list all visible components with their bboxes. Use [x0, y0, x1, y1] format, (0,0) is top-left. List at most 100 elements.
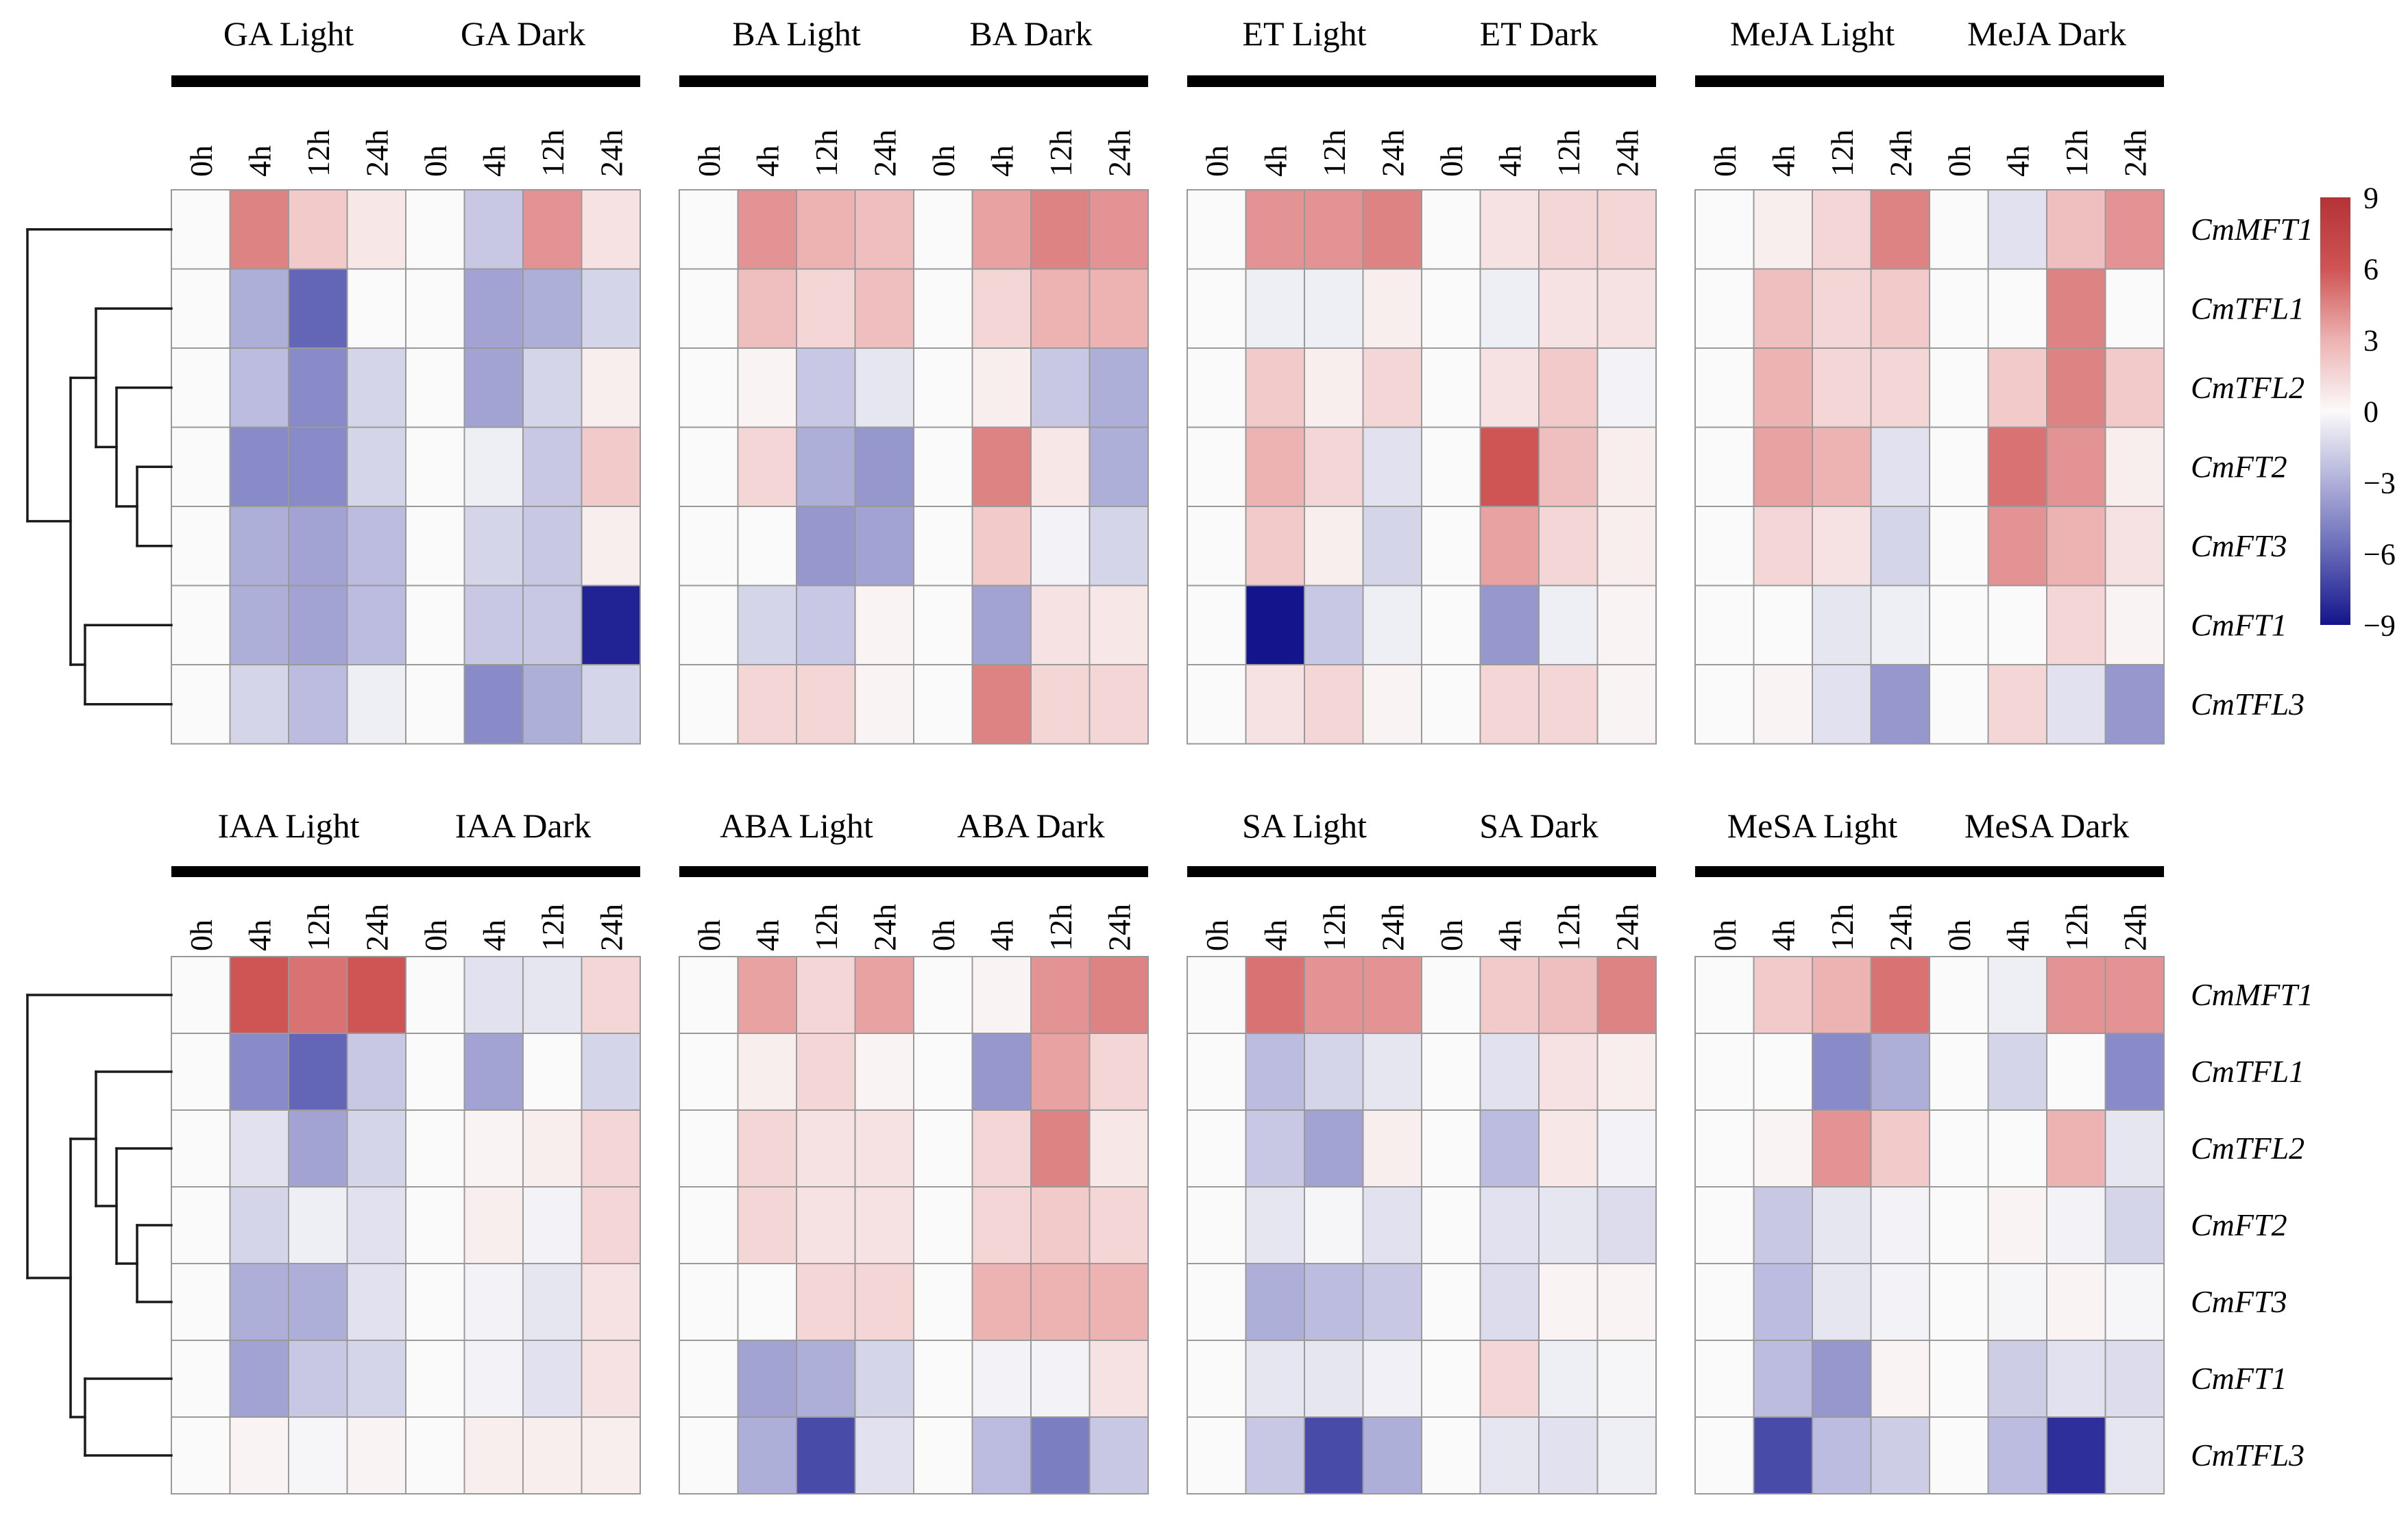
time-label: 24h — [1609, 130, 1644, 177]
heatmap-cell — [2104, 1109, 2165, 1188]
heatmap-cell — [1596, 506, 1657, 587]
heatmap-cell — [1030, 664, 1091, 745]
heatmap-cell — [1870, 426, 1930, 507]
time-label: 0h — [1434, 145, 1469, 177]
heatmap-cell — [737, 585, 797, 665]
heatmap-cell — [2104, 347, 2165, 428]
heatmap-cell — [346, 1263, 406, 1341]
heatmap-cell — [229, 1263, 289, 1341]
colorbar-tick-label: 6 — [2363, 252, 2379, 286]
heatmap-cell — [1245, 956, 1305, 1034]
heatmap-cell — [288, 189, 348, 270]
heatmap-cell — [1030, 426, 1091, 507]
time-label: 24h — [2117, 904, 2152, 951]
time-label: 24h — [594, 904, 629, 951]
heatmap-cell — [1421, 1263, 1481, 1341]
heatmap-cell — [171, 268, 231, 349]
time-label: 0h — [1200, 145, 1235, 177]
panel-header-bar — [679, 866, 1148, 877]
heatmap-cell — [1929, 1263, 1989, 1341]
time-label: 24h — [867, 130, 902, 177]
heatmap-cell — [971, 956, 1032, 1034]
heatmap-cell — [1538, 956, 1598, 1034]
colorbar-tick-label: 3 — [2363, 323, 2379, 357]
heatmap-cell — [581, 1033, 641, 1111]
heatmap-cell — [1421, 1340, 1481, 1418]
heatmap-cell — [522, 956, 583, 1034]
time-label: 12h — [1825, 130, 1860, 177]
heatmap-cell — [229, 1033, 289, 1111]
gene-label: CmTFL2 — [2191, 1131, 2304, 1166]
heatmap-cell — [1987, 189, 2047, 270]
time-label: 12h — [535, 904, 570, 951]
heatmap-cell — [796, 664, 856, 745]
heatmap-cell — [796, 1263, 856, 1341]
heatmap-cell — [1030, 1340, 1091, 1418]
time-label: 12h — [1825, 904, 1860, 951]
heatmap-cell — [1694, 268, 1755, 349]
heatmap-cell — [1812, 189, 1872, 270]
heatmap-cell — [913, 506, 973, 587]
time-label: 4h — [242, 145, 277, 177]
heatmap-cell — [463, 506, 524, 587]
heatmap-cell — [1187, 1263, 1247, 1341]
heatmap-cell — [2104, 189, 2165, 270]
heatmap-cell — [971, 189, 1032, 270]
time-label: 0h — [418, 145, 453, 177]
heatmap-cell — [737, 956, 797, 1034]
heatmap-cell — [737, 1186, 797, 1264]
heatmap-cell — [1089, 664, 1149, 745]
heatmap-cell — [1596, 1109, 1657, 1188]
heatmap-cell — [2046, 1263, 2106, 1341]
heatmap-cell — [2104, 426, 2165, 507]
heatmap-cell — [1812, 1340, 1872, 1418]
panel-title-dark: MeSA Dark — [1965, 807, 2129, 845]
heatmap-cell — [1694, 1416, 1755, 1494]
panel-header-bar — [171, 75, 640, 87]
heatmap-cell — [854, 426, 914, 507]
heatmap-cell — [796, 1416, 856, 1494]
heatmap-cell — [1753, 268, 1813, 349]
time-label: 24h — [594, 130, 629, 177]
heatmap-cell — [1362, 664, 1422, 745]
heatmap-cell — [2104, 1416, 2165, 1494]
heatmap-cell — [171, 1263, 231, 1341]
heatmap-cell — [1870, 1109, 1930, 1188]
time-label: 12h — [1551, 130, 1586, 177]
heatmap-cell — [1089, 1416, 1149, 1494]
heatmap-cell — [1187, 1033, 1247, 1111]
panel-title-dark: ABA Dark — [957, 807, 1104, 845]
time-label: 12h — [2059, 904, 2094, 951]
heatmap-cell — [1089, 268, 1149, 349]
heatmap-cell — [854, 1033, 914, 1111]
heatmap-cell — [463, 664, 524, 745]
heatmap-cell — [679, 664, 739, 745]
heatmap-cell — [171, 956, 231, 1034]
heatmap-cell — [854, 664, 914, 745]
heatmap-cell — [1596, 956, 1657, 1034]
time-label: 0h — [926, 920, 961, 951]
time-label: 0h — [1200, 920, 1235, 951]
heatmap-cell — [1870, 956, 1930, 1034]
heatmap-cell — [405, 506, 465, 587]
heatmap-cell — [1187, 1186, 1247, 1264]
panel-header-bar — [1187, 75, 1656, 87]
heatmap-cell — [1362, 1340, 1422, 1418]
heatmap-panel-sa: SA Light SA Dark 0h 4h 12h 24h 0h 4h 12h 24h — [1187, 807, 1657, 1494]
heatmap-cell — [1596, 189, 1657, 270]
heatmap-cell — [1421, 1109, 1481, 1188]
time-label: 12h — [809, 904, 844, 951]
heatmap-cell — [1030, 1109, 1091, 1188]
heatmap-cell — [463, 585, 524, 665]
heatmap-cell — [971, 1109, 1032, 1188]
heatmap-cell — [1870, 585, 1930, 665]
heatmap-cell — [1929, 1340, 1989, 1418]
heatmap-cell — [171, 664, 231, 745]
heatmap-cell — [1987, 1340, 2047, 1418]
heatmap-cell — [1753, 1109, 1813, 1188]
heatmap-cell — [1245, 1186, 1305, 1264]
heatmap-cell — [1304, 1186, 1364, 1264]
heatmap-cell — [1187, 1416, 1247, 1494]
heatmap-cell — [679, 1109, 739, 1188]
heatmap-cell — [1987, 1416, 2047, 1494]
